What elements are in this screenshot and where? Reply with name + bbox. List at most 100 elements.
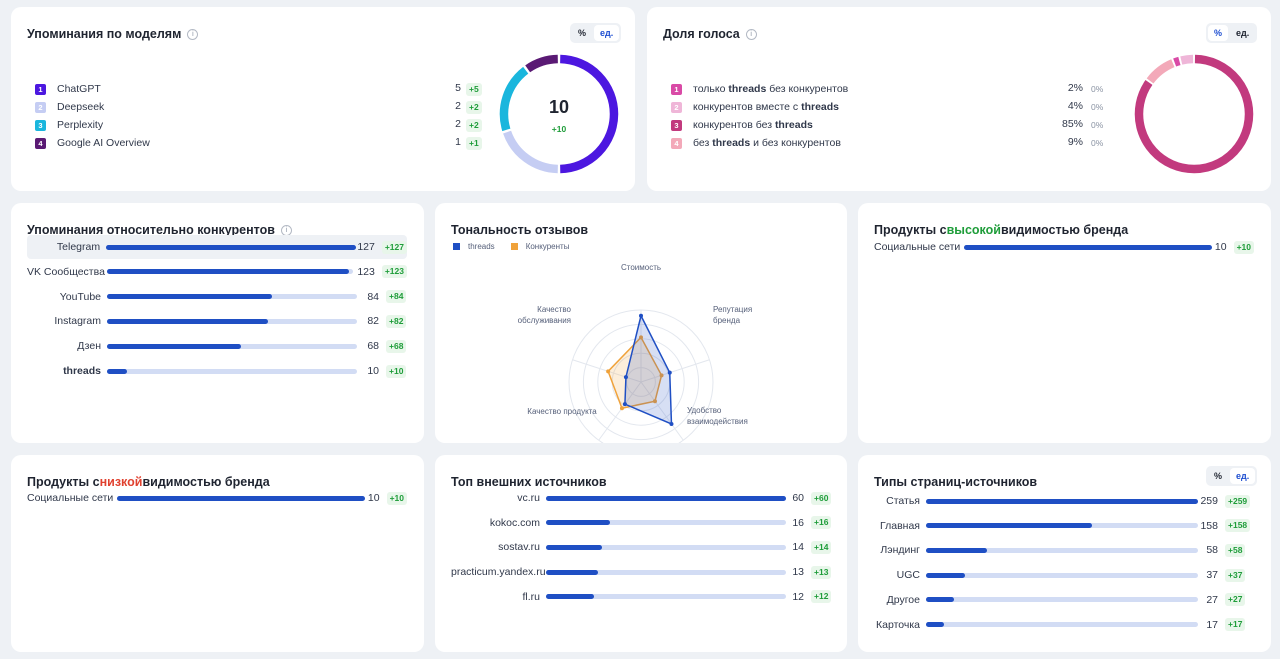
card-title: Типы страниц-источников [874, 475, 1037, 489]
toggle-option[interactable]: % [578, 28, 587, 38]
bar-row[interactable]: YouTube 84 +84 [27, 285, 407, 309]
bar-row[interactable]: kokoc.com 16 +16 [451, 511, 841, 535]
threads-series-point[interactable] [669, 421, 674, 426]
bar-delta: +27 [1225, 593, 1246, 607]
bar-fill [546, 594, 594, 600]
legend-label: threads [468, 242, 495, 251]
bar-label: threads [63, 365, 101, 377]
bar-fill [926, 498, 1198, 504]
bar-row[interactable]: vc.ru 60 +60 [451, 486, 841, 510]
donut-slice[interactable] [525, 54, 559, 73]
competitor-series-point[interactable] [652, 399, 657, 404]
legend-text: только [693, 83, 729, 95]
legend-label: конкурентов без threads [693, 119, 813, 131]
bar-fill [926, 622, 944, 627]
card-title: Тональность отзывов [451, 223, 588, 237]
bar-label: Instagram [54, 315, 101, 328]
rank-badge: 4 [671, 137, 682, 149]
bar-track [107, 368, 357, 374]
sentiment-radar-chart: Стоимость Репутация бренда Удобство взаимоде… [518, 263, 752, 443]
bar-row[interactable]: Другое 27 +27 [874, 588, 1264, 612]
high-visibility-card: Продукты с высокой видимостью бренда Соц… [858, 203, 1271, 443]
bar-row[interactable]: Instagram 82 +82 [27, 309, 407, 333]
bar-fill [546, 544, 602, 550]
donut-slice[interactable] [503, 130, 559, 174]
card-title: Доля голоса i [663, 27, 757, 41]
bar-row[interactable]: Карточка 17 +17 [874, 613, 1264, 637]
bar-label: fl.ru [522, 590, 540, 603]
radar-axis [598, 381, 642, 441]
info-icon[interactable]: i [187, 28, 199, 40]
threads-series-point[interactable] [639, 313, 643, 318]
bar-delta: +58 [1225, 543, 1246, 557]
legend-value: 2 [455, 100, 461, 112]
legend-text: конкурентов без [693, 119, 775, 131]
bar-row[interactable]: UGC 37 +37 [874, 563, 1264, 587]
bar-row[interactable]: Дзен 68 +68 [27, 334, 407, 358]
bar-value: 10 [367, 492, 380, 504]
donut-slice[interactable] [560, 54, 619, 174]
bar-row[interactable]: Telegram 127 +127 [27, 235, 407, 259]
legend-value: 85% [1061, 118, 1083, 130]
donut-slice[interactable] [1146, 59, 1175, 84]
info-icon[interactable]: i [745, 28, 757, 40]
competitor-series-point[interactable] [659, 373, 664, 378]
bar-row[interactable]: practicum.yandex.ru 13 +13 [451, 560, 841, 584]
bar-value: 16 [792, 516, 804, 529]
bar-fill [926, 547, 987, 553]
toggle-option[interactable]: ед. [1236, 28, 1250, 38]
bar-row[interactable]: fl.ru 12 +12 [451, 585, 841, 609]
radar-axis-label: обслуживания [518, 316, 571, 325]
bar-label: Социальные сети [27, 492, 114, 504]
competitor-series-point[interactable] [639, 335, 643, 340]
bar-track [107, 269, 354, 275]
bar-track [546, 520, 786, 526]
bar-track [926, 597, 1198, 603]
external-sources-card: Топ внешних источников vc.ru 60 +60 kokoc.c… [435, 455, 847, 652]
bar-value: 68 [367, 340, 379, 353]
legend-value: 1 [455, 136, 461, 148]
donut-slice[interactable] [1180, 54, 1194, 65]
threads-series-point[interactable] [622, 402, 627, 407]
legend-item: 1 ChatGPT 5 +5 [35, 80, 495, 98]
bar-row[interactable]: Социальные сети 10 +10 [874, 235, 1254, 259]
bar-row[interactable]: sostav.ru 14 +14 [451, 535, 841, 559]
bar-delta: +37 [1225, 568, 1246, 582]
donut-slice[interactable] [1134, 54, 1254, 174]
sources-title: Топ внешних источников [451, 475, 607, 489]
legend-label: только threads без конкурентов [693, 83, 848, 95]
radar-axis [640, 381, 684, 441]
bar-value: 13 [792, 566, 804, 579]
info-icon[interactable]: i [280, 224, 292, 236]
bar-row[interactable]: Главная 158 +158 [874, 514, 1264, 538]
page-types-card: Типы страниц-источников % ед. Статья 259 +2… [858, 455, 1271, 652]
bar-row[interactable]: Статья 259 +259 [874, 489, 1264, 513]
bar-row[interactable]: VK Сообщества 123 +123 [27, 260, 407, 284]
bar-row[interactable]: Социальные сети 10 +10 [27, 486, 407, 510]
bar-track [107, 343, 357, 349]
competitor-series-point[interactable] [606, 369, 611, 374]
threads-series-point[interactable] [623, 375, 628, 380]
competitor-series-point[interactable] [619, 406, 624, 411]
bar-label: Дзен [77, 340, 101, 353]
bar-label: practicum.yandex.ru [451, 566, 546, 579]
donut-slice[interactable] [499, 66, 529, 132]
bar-row[interactable]: Лэндинг 58 +58 [874, 538, 1264, 562]
legend-label: Google AI Overview [57, 137, 150, 149]
legend-item[interactable]: Конкуренты [510, 242, 569, 251]
toggle-option[interactable]: % [1208, 25, 1229, 41]
radar-axis-label: бренда [713, 316, 741, 325]
toggle-option[interactable]: ед. [1230, 468, 1256, 484]
legend-label: ChatGPT [57, 83, 101, 95]
bar-value: 84 [367, 290, 379, 303]
rank-badge: 1 [35, 83, 46, 95]
donut-slice[interactable] [1173, 56, 1181, 67]
toggle-option[interactable]: % [1214, 471, 1223, 481]
bar-value: 10 [367, 365, 379, 377]
radar-axis-label: Репутация [713, 305, 752, 314]
bar-row[interactable]: threads 10 +10 [27, 359, 407, 383]
toggle-option[interactable]: ед. [594, 25, 620, 41]
threads-series-point[interactable] [667, 370, 672, 375]
legend-delta: +2 [466, 101, 482, 114]
legend-item[interactable]: threads [453, 242, 495, 251]
